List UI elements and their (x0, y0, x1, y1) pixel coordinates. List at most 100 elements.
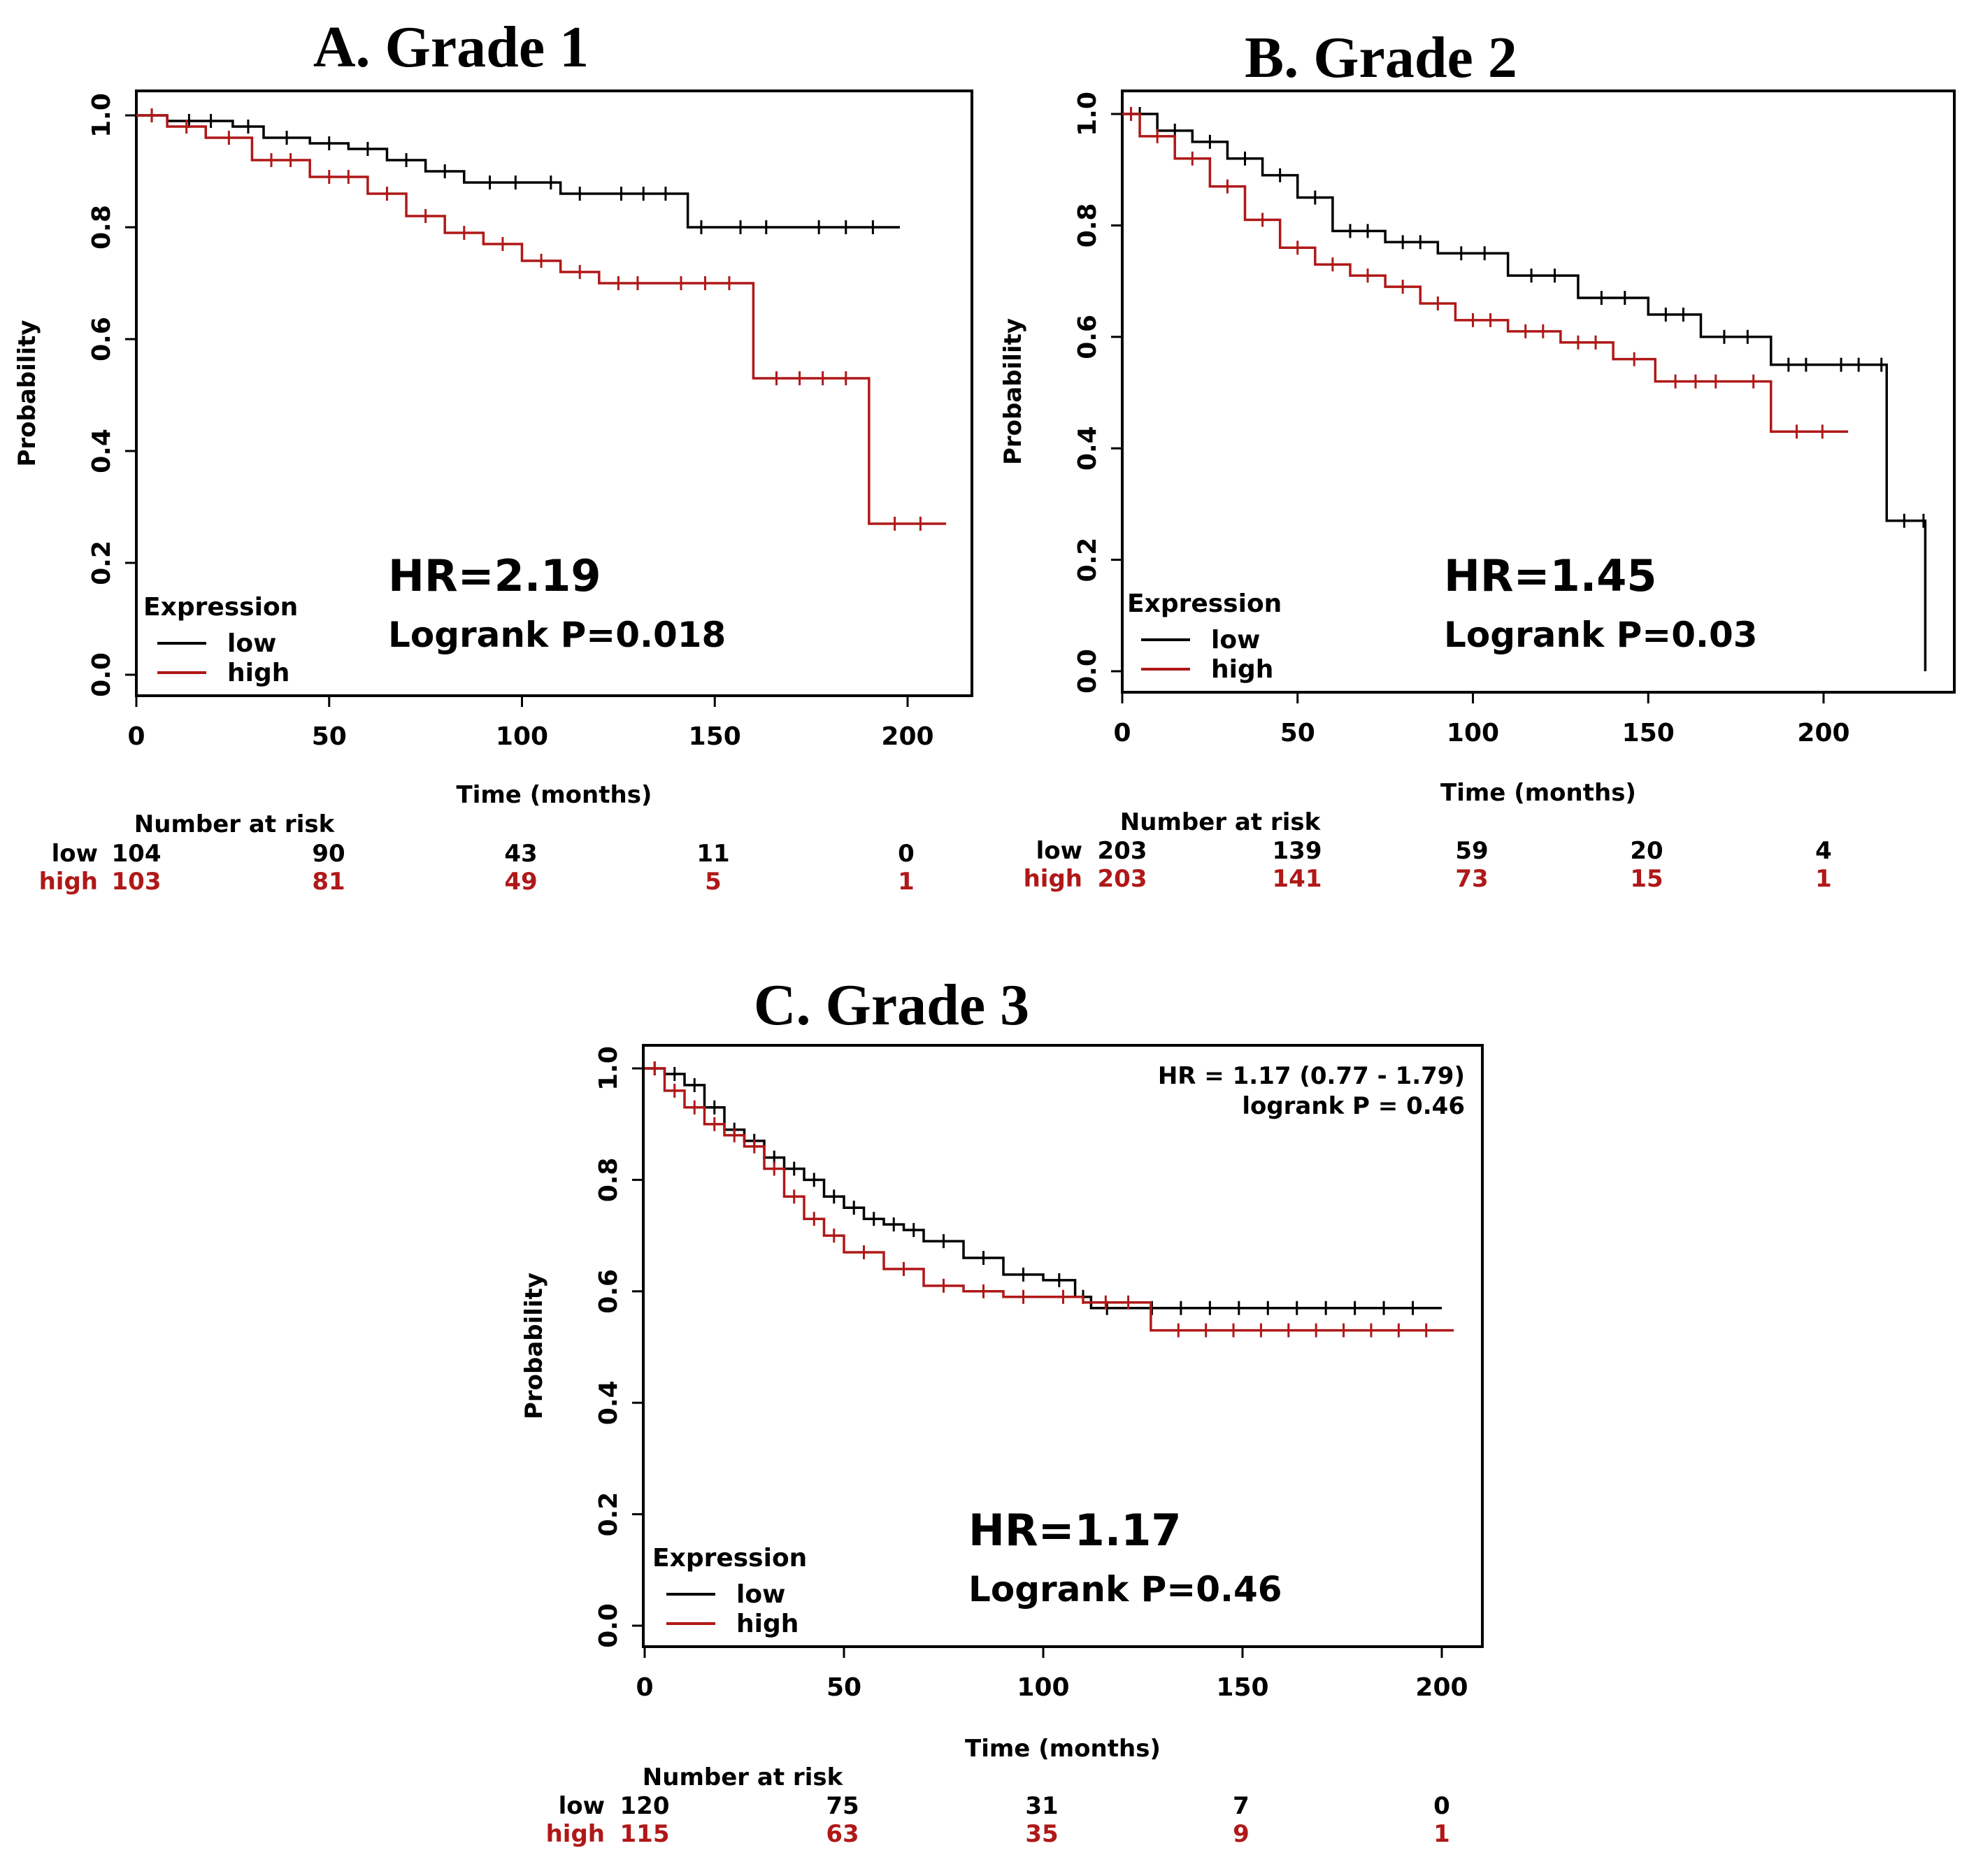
risk-count-high: 1 (898, 868, 915, 896)
risk-count-low: 7 (1233, 1792, 1250, 1820)
x-axis-label: Time (months) (965, 1735, 1161, 1763)
x-axis-label: Time (months) (1440, 779, 1636, 807)
risk-label-low: low (1036, 837, 1082, 865)
y-tick-label: 0.0 (594, 1603, 623, 1648)
y-axis-label: Probability (13, 320, 41, 466)
risk-count-high: 5 (705, 868, 722, 896)
km-curve-high (1122, 113, 1849, 434)
logrank-p-value: Logrank P=0.03 (1444, 615, 1758, 655)
risk-count-high: 35 (1025, 1820, 1058, 1848)
hr-value: HR=2.19 (388, 550, 601, 601)
x-tick-label: 200 (1797, 719, 1849, 747)
y-tick-label: 0.0 (87, 652, 116, 697)
km-curve-low (1122, 113, 1927, 671)
risk-label-high: high (1024, 865, 1082, 893)
risk-count-high: 81 (312, 868, 345, 896)
x-tick-label: 0 (127, 722, 145, 751)
km-panel-a: A. Grade 10.00.20.40.60.81.00 50 100 150 200… (13, 15, 973, 896)
risk-count-low: 59 (1455, 837, 1488, 865)
legend-label-low: low (227, 629, 276, 658)
legend-title: Expression (652, 1544, 807, 1573)
legend-label-high: high (1211, 655, 1273, 684)
logrank-p-value: Logrank P=0.46 (968, 1569, 1282, 1610)
risk-count-low: 43 (504, 840, 537, 868)
risk-count-low: 75 (826, 1792, 859, 1820)
panel-title: B. Grade 2 (1245, 25, 1517, 90)
risk-label-low: low (52, 840, 98, 868)
y-axis-label: Probability (999, 318, 1027, 465)
x-tick-label: 100 (496, 722, 548, 751)
panel-title: A. Grade 1 (313, 15, 589, 80)
y-tick-label: 0.6 (1073, 315, 1102, 359)
risk-count-high: 1 (1433, 1820, 1450, 1848)
risk-count-low: 11 (696, 840, 729, 868)
y-tick-label: 1.0 (1073, 92, 1102, 136)
risk-count-low: 90 (312, 840, 345, 868)
y-tick-label: 1.0 (87, 93, 116, 138)
risk-count-high: 15 (1630, 865, 1663, 893)
plot-frame (1121, 89, 1956, 694)
y-tick-label: 0.6 (594, 1269, 623, 1314)
hr-value: HR=1.45 (1444, 550, 1657, 601)
logrank-annotation: logrank P = 0.46 (1242, 1092, 1465, 1120)
risk-count-high: 9 (1233, 1820, 1250, 1848)
y-tick-label: 0.4 (594, 1380, 623, 1425)
y-tick-label: 0.2 (1073, 538, 1102, 582)
km-curve-low (645, 1067, 1442, 1310)
risk-label-high: high (546, 1820, 605, 1848)
x-tick-label: 100 (1447, 719, 1499, 747)
x-tick-label: 50 (312, 722, 347, 751)
y-tick-label: 0.4 (87, 429, 116, 473)
km-curve-high (645, 1067, 1454, 1332)
legend-label-low: low (1211, 626, 1260, 654)
risk-count-low: 139 (1273, 837, 1322, 865)
risk-count-high: 1 (1815, 865, 1832, 893)
y-tick-label: 0.4 (1073, 426, 1102, 471)
legend-label-high: high (736, 1610, 799, 1638)
risk-count-low: 31 (1025, 1792, 1058, 1820)
risk-table-header: Number at risk (1120, 808, 1322, 836)
y-tick-label: 0.2 (87, 540, 116, 585)
legend-label-low: low (736, 1580, 785, 1609)
risk-count-low: 0 (1433, 1792, 1450, 1820)
x-axis-label: Time (months) (457, 781, 652, 809)
plot-frame (642, 1044, 1484, 1648)
x-tick-label: 150 (689, 722, 741, 751)
y-tick-label: 0.6 (87, 317, 116, 361)
risk-table-header: Number at risk (134, 810, 336, 838)
x-tick-label: 50 (826, 1673, 861, 1702)
y-tick-label: 0.8 (594, 1158, 623, 1203)
risk-label-low: low (559, 1792, 605, 1820)
risk-count-high: 73 (1455, 865, 1488, 893)
x-tick-label: 150 (1216, 1673, 1268, 1702)
y-tick-label: 1.0 (594, 1046, 623, 1091)
y-tick-label: 0.0 (1073, 649, 1102, 694)
km-curve-high (136, 114, 947, 525)
x-tick-label: 0 (1113, 719, 1131, 747)
risk-count-high: 141 (1273, 865, 1322, 893)
x-tick-label: 200 (1415, 1673, 1468, 1702)
panel-title: C. Grade 3 (754, 973, 1029, 1038)
x-tick-label: 200 (881, 722, 933, 751)
hr-value: HR=1.17 (968, 1505, 1182, 1556)
risk-label-high: high (39, 868, 98, 896)
legend-title: Expression (1127, 589, 1282, 618)
plot-frame (135, 89, 973, 697)
risk-count-high: 49 (504, 868, 537, 896)
km-panel-b: B. Grade 2 0.0 0.2 0.4 0.6 0.8 1.0 0 50 100 150 200… (999, 25, 1956, 893)
x-tick-label: 0 (636, 1673, 653, 1702)
risk-count-low: 203 (1098, 837, 1147, 865)
km-panel-c: C. Grade 3 0.0 0.2 0.4 0.6 0.8 1.0 0 50 100 150 200… (520, 973, 1484, 1848)
risk-count-low: 0 (898, 840, 915, 868)
x-tick-label: 50 (1280, 719, 1315, 747)
hr-annotation: HR = 1.17 (0.77 - 1.79) (1158, 1062, 1465, 1090)
y-tick-label: 0.8 (1073, 203, 1102, 248)
y-axis-label: Probability (520, 1273, 548, 1419)
logrank-p-value: Logrank P=0.018 (388, 615, 726, 655)
risk-count-low: 104 (112, 840, 162, 868)
risk-count-high: 203 (1098, 865, 1147, 893)
risk-count-high: 63 (826, 1820, 859, 1848)
x-tick-label: 150 (1622, 719, 1675, 747)
risk-count-low: 20 (1630, 837, 1663, 865)
